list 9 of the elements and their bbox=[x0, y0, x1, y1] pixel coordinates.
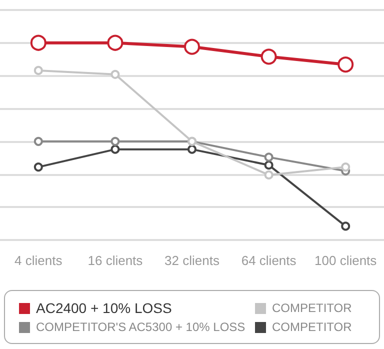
legend-label: AC2400 + 10% LOSS bbox=[36, 300, 172, 316]
x-tick-label: 4 clients bbox=[14, 253, 63, 268]
x-tick-label: 32 clients bbox=[164, 253, 220, 268]
x-tick-label: 64 clients bbox=[241, 253, 297, 268]
legend-label: COMPETITOR bbox=[272, 301, 352, 315]
legend-label: COMPETITOR bbox=[272, 320, 352, 334]
legend-label: COMPETITOR'S AC5300 + 10% LOSS bbox=[36, 320, 246, 334]
x-tick-label: 100 clients bbox=[314, 253, 378, 268]
x-tick-label: 16 clients bbox=[88, 253, 144, 268]
